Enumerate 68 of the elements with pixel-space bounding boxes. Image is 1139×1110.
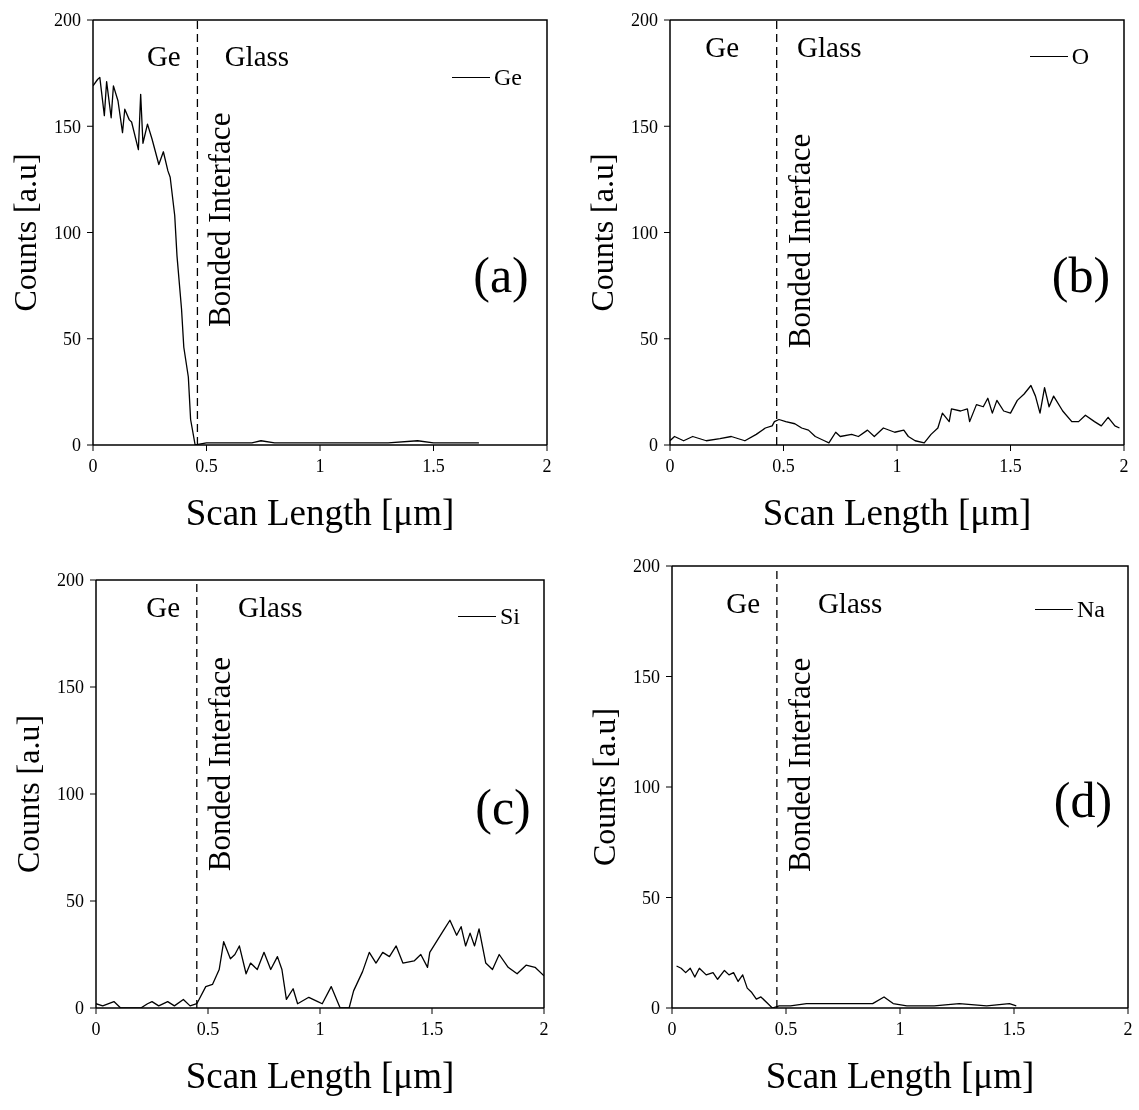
ref-line-label: Bonded Interface — [781, 657, 817, 873]
ref-line-label: Bonded Interface — [781, 133, 817, 349]
x-tick-label: 1 — [892, 455, 902, 476]
legend-label: Si — [499, 603, 520, 630]
x-tick-label: 1.5 — [420, 1018, 444, 1039]
y-tick-label: 200 — [631, 10, 658, 31]
x-tick-label: 1 — [895, 1018, 905, 1039]
y-tick-label: 50 — [642, 887, 660, 908]
x-tick-label: 0 — [667, 1018, 677, 1039]
x-axis-title: Scan Length [μm] — [185, 1054, 455, 1096]
x-axis-title: Scan Length [μm] — [762, 491, 1032, 533]
x-axis-title: Scan Length [μm] — [765, 1054, 1035, 1096]
y-tick-label: 150 — [631, 116, 658, 137]
annotation: Glass — [238, 591, 303, 623]
annotation: Ge — [726, 587, 761, 619]
y-tick-label: 150 — [633, 666, 660, 687]
y-tick-label: 50 — [640, 329, 658, 350]
y-tick-label: 100 — [57, 784, 84, 805]
y-tick-label: 100 — [631, 222, 658, 243]
y-axis-title: Counts [a.u] — [584, 153, 620, 312]
legend-label: Ge — [494, 64, 522, 91]
ref-line-label: Bonded Interface — [201, 112, 237, 327]
annotation: (b) — [1051, 247, 1111, 303]
y-tick-label: 150 — [54, 116, 81, 137]
x-tick-label: 0 — [88, 455, 98, 476]
y-tick-label: 200 — [54, 10, 81, 31]
y-tick-label: 50 — [66, 891, 84, 912]
x-tick-label: 0 — [665, 455, 675, 476]
annotation: Ge — [146, 40, 181, 72]
x-tick-label: 0.5 — [195, 455, 218, 476]
annotation: Glass — [224, 40, 290, 72]
x-tick-label: 2 — [1119, 455, 1129, 476]
x-tick-label: 2 — [1123, 1018, 1133, 1039]
y-tick-label: 0 — [75, 998, 84, 1019]
annotation: Ge — [146, 591, 181, 623]
annotation: (d) — [1053, 772, 1113, 829]
legend-label: O — [1071, 43, 1089, 70]
x-tick-label: 1.5 — [422, 455, 445, 476]
legend-label: Na — [1077, 596, 1105, 623]
ref-line-label: Bonded Interface — [201, 656, 237, 872]
annotation: Ge — [705, 31, 740, 63]
y-tick-label: 150 — [57, 677, 84, 698]
x-tick-label: 2 — [542, 455, 552, 476]
x-tick-label: 1.5 — [1002, 1018, 1026, 1039]
y-tick-label: 100 — [54, 222, 81, 243]
x-tick-label: 0.5 — [772, 455, 795, 476]
y-tick-label: 0 — [72, 435, 81, 456]
x-tick-label: 0.5 — [196, 1018, 220, 1039]
x-tick-label: 0.5 — [774, 1018, 798, 1039]
y-tick-label: 0 — [649, 435, 658, 456]
y-axis-title: Counts [a.u] — [586, 707, 622, 867]
x-axis-title: Scan Length [μm] — [185, 491, 455, 533]
annotation: Glass — [817, 587, 883, 619]
x-tick-label: 1 — [315, 455, 325, 476]
x-tick-label: 2 — [539, 1018, 549, 1039]
y-axis-title: Counts [a.u] — [7, 153, 43, 312]
annotation: (a) — [473, 247, 529, 303]
y-tick-label: 200 — [633, 556, 660, 577]
x-tick-label: 1.5 — [999, 455, 1022, 476]
x-tick-label: 1 — [315, 1018, 325, 1039]
y-axis-title: Counts [a.u] — [10, 714, 46, 874]
y-tick-label: 0 — [651, 998, 660, 1019]
x-tick-label: 0 — [91, 1018, 101, 1039]
annotation: Glass — [797, 31, 862, 63]
y-tick-label: 200 — [57, 570, 84, 591]
y-tick-label: 50 — [63, 329, 81, 350]
y-tick-label: 100 — [633, 777, 660, 798]
annotation: (c) — [475, 778, 531, 835]
